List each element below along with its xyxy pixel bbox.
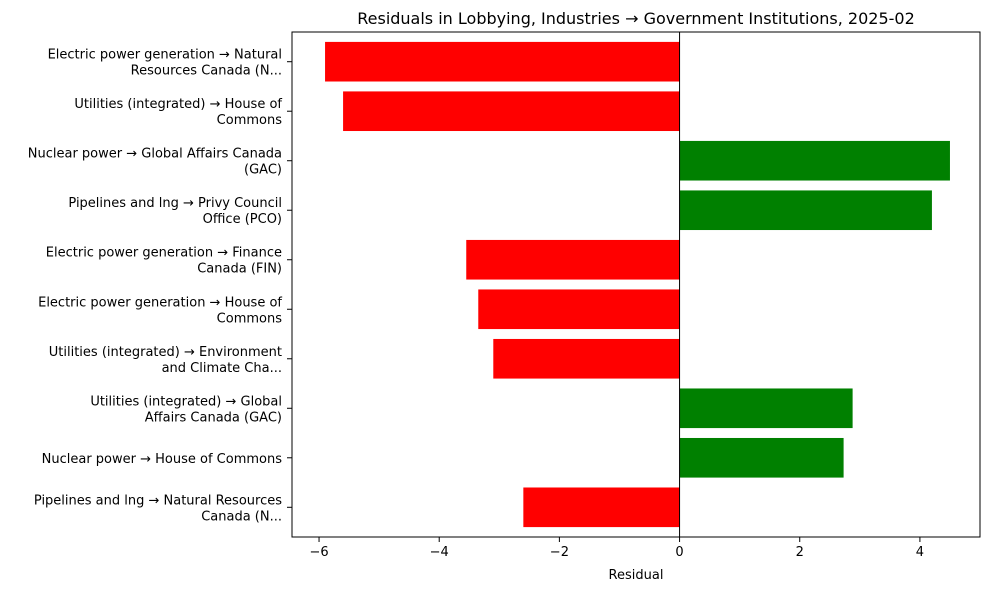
y-tick-label-4-0: Electric power generation → Finance xyxy=(46,246,282,261)
y-tick-label-0-1: Resources Canada (N... xyxy=(131,64,282,79)
y-tick-label-2-1: (GAC) xyxy=(244,163,282,178)
y-tick-label-7-1: Affairs Canada (GAC) xyxy=(145,410,282,425)
y-tick-label-3-1: Office (PCO) xyxy=(203,212,282,227)
x-axis: −6 −4 −2 0 2 4 xyxy=(309,537,924,560)
y-tick-label-8-0: Nuclear power → House of Commons xyxy=(42,452,283,467)
chart-title: Residuals in Lobbying, Industries → Gove… xyxy=(357,9,915,28)
bar-2 xyxy=(679,140,950,181)
x-tick-label-0: −6 xyxy=(309,545,328,560)
bar-7 xyxy=(679,388,853,429)
x-tick-label-5: 4 xyxy=(916,545,924,560)
y-tick-label-5-1: Commons xyxy=(217,311,283,326)
bar-1 xyxy=(343,91,680,132)
y-tick-label-1-0: Utilities (integrated) → House of xyxy=(74,97,282,112)
x-tick-label-1: −4 xyxy=(430,545,449,560)
y-tick-label-6-1: and Climate Cha... xyxy=(162,361,282,376)
bar-9 xyxy=(523,487,680,528)
x-tick-label-2: −2 xyxy=(550,545,569,560)
x-tick-label-3: 0 xyxy=(675,545,683,560)
y-tick-label-2-0: Nuclear power → Global Affairs Canada xyxy=(28,147,282,162)
bar-5 xyxy=(478,289,680,330)
y-tick-label-4-1: Canada (FIN) xyxy=(197,262,282,277)
bar-3 xyxy=(679,190,932,231)
bar-6 xyxy=(493,338,680,379)
y-tick-label-6-0: Utilities (integrated) → Environment xyxy=(49,345,282,360)
x-axis-label: Residual xyxy=(609,568,664,583)
y-tick-label-3-0: Pipelines and lng → Privy Council xyxy=(68,196,282,211)
bar-4 xyxy=(466,239,680,280)
bar-0 xyxy=(325,41,680,82)
bar-8 xyxy=(679,437,844,478)
x-tick-label-4: 2 xyxy=(796,545,804,560)
y-tick-label-9-1: Canada (N... xyxy=(201,509,282,524)
y-tick-label-7-0: Utilities (integrated) → Global xyxy=(90,394,282,409)
plot-area-frame xyxy=(291,31,981,538)
y-tick-label-9-0: Pipelines and lng → Natural Resources xyxy=(34,493,282,508)
bars-group xyxy=(325,41,950,528)
y-tick-label-5-0: Electric power generation → House of xyxy=(38,295,282,310)
y-tick-label-0-0: Electric power generation → Natural xyxy=(48,48,282,63)
y-tick-label-1-1: Commons xyxy=(217,113,283,128)
y-axis: Electric power generation → NaturalResou… xyxy=(28,48,292,524)
